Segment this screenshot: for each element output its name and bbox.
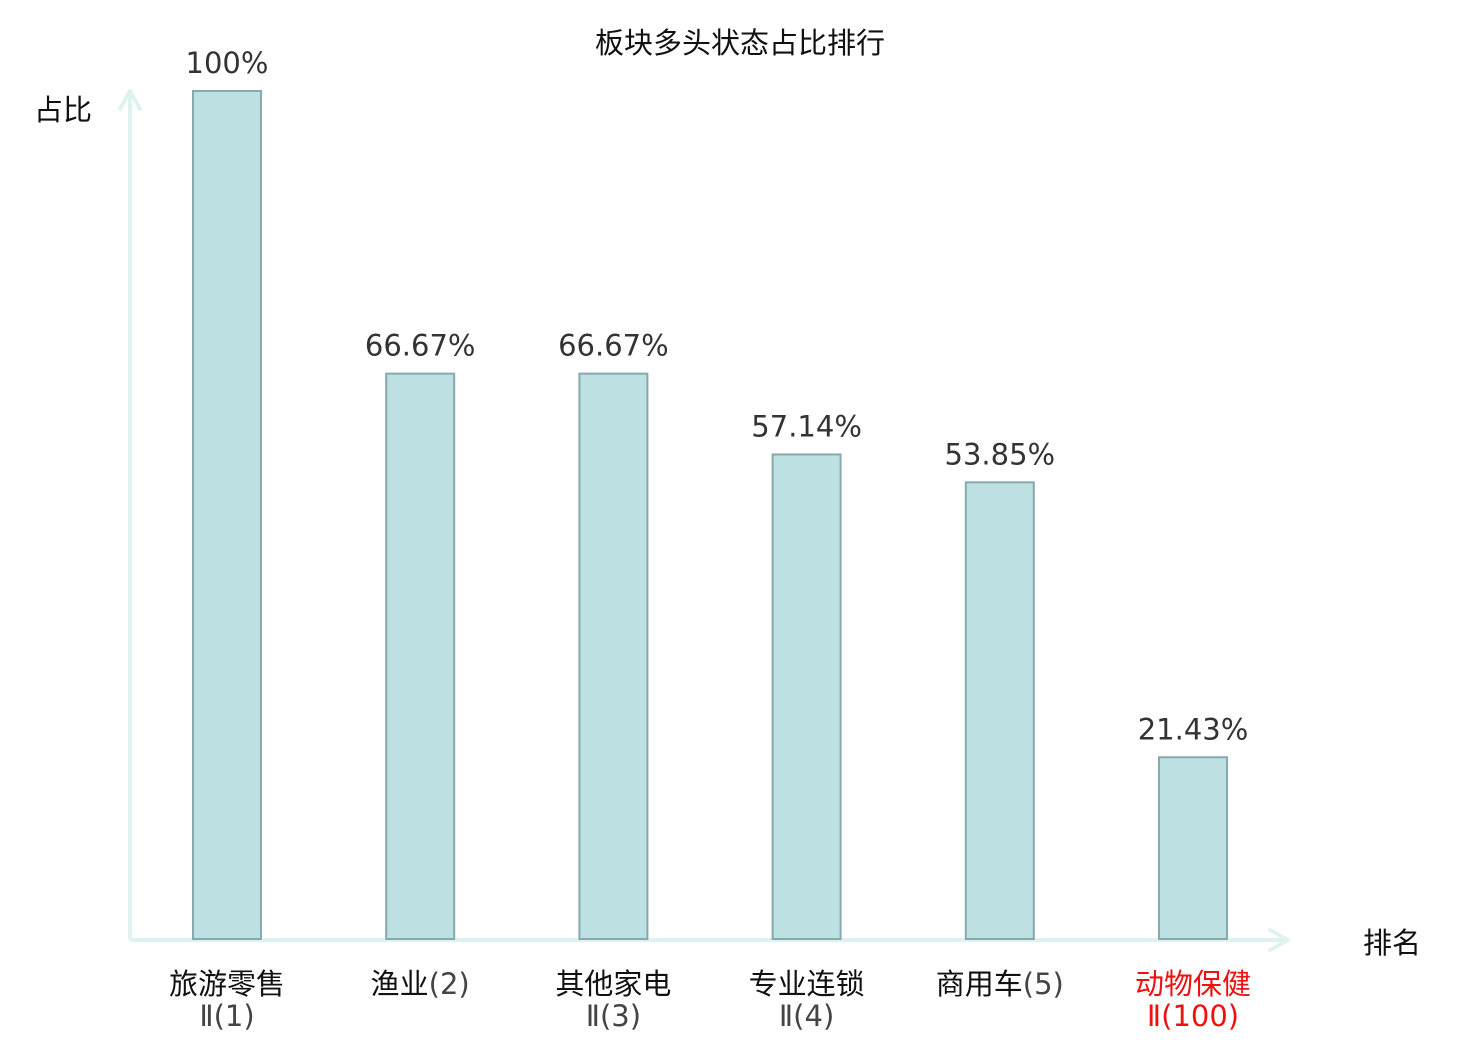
axes <box>118 89 1290 952</box>
category-rank: (5) <box>1023 967 1064 1001</box>
category-rank-line: Ⅱ(4) <box>779 999 834 1033</box>
category-name: 旅游零售 <box>169 967 285 1001</box>
bar-group: 66.67% 渔业(2) <box>365 329 476 1001</box>
category-name: 渔业 <box>371 967 429 1001</box>
category-label: 动物保健 <box>1135 967 1251 1001</box>
bar-value-label: 57.14% <box>751 409 862 443</box>
bar <box>771 453 842 940</box>
bar-value-label: 53.85% <box>945 437 1056 471</box>
category-name: 其他家电 <box>555 967 671 1001</box>
category-name: 专业连锁 <box>749 967 865 1001</box>
y-axis-label: 占比 <box>34 93 92 127</box>
y-axis-arrow <box>118 89 142 111</box>
x-axis-arrow <box>1268 928 1290 952</box>
category-label: 其他家电 <box>555 967 671 1001</box>
category-label: 商用车(5) <box>936 967 1064 1001</box>
category-name: 动物保健 <box>1135 967 1251 1001</box>
category-label: 渔业(2) <box>371 967 470 1001</box>
bar <box>385 372 456 940</box>
category-rank: (2) <box>429 967 470 1001</box>
bar <box>1158 756 1228 941</box>
category-rank-line: Ⅱ(1) <box>199 999 254 1033</box>
category-rank: Ⅱ(1) <box>199 999 254 1033</box>
bar-value-label: 100% <box>186 46 269 80</box>
bar-value-label: 21.43% <box>1138 712 1249 746</box>
bar-value-label: 66.67% <box>365 329 476 363</box>
bar <box>192 90 262 940</box>
category-rank-line: Ⅱ(3) <box>586 999 641 1033</box>
bar <box>578 372 649 940</box>
category-rank: Ⅱ(4) <box>779 999 834 1033</box>
category-label: 旅游零售 <box>169 967 285 1001</box>
category-rank-line: Ⅱ(100) <box>1147 999 1239 1033</box>
bar <box>964 481 1035 940</box>
x-axis-label: 排名 <box>1363 926 1421 960</box>
category-label: 专业连锁 <box>749 967 865 1001</box>
chart-title: 板块多头状态占比排行 <box>595 26 885 60</box>
category-rank: Ⅱ(3) <box>586 999 641 1033</box>
category-rank: Ⅱ(100) <box>1147 999 1239 1033</box>
category-name: 商用车 <box>936 967 1023 1001</box>
bar-group: 53.85% 商用车(5) <box>936 437 1064 1001</box>
bar-value-label: 66.67% <box>558 329 669 363</box>
